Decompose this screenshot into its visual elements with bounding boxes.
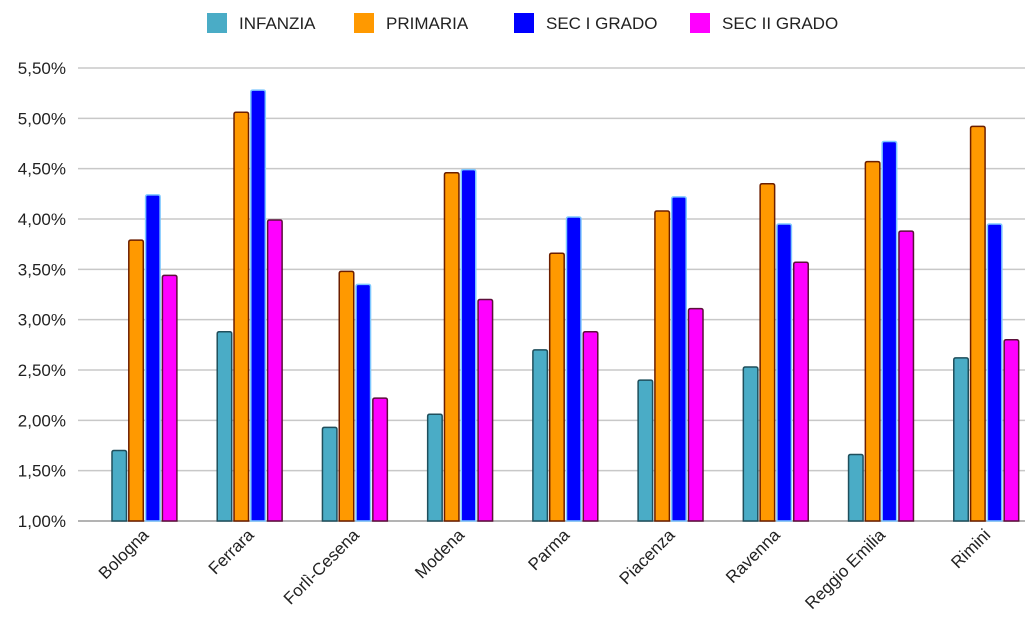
bar-primaria-ferrara	[233, 111, 250, 522]
y-tick-label: 5,00%	[18, 109, 66, 128]
series-primaria	[128, 111, 986, 522]
bar-sec-i-grado-forl-cesena	[355, 283, 372, 522]
bar-sec-ii-grado-piacenza	[687, 307, 704, 522]
bar-infanzia-modena	[426, 413, 443, 522]
bar-primaria-piacenza	[654, 210, 671, 522]
bars	[111, 89, 1020, 522]
bar-sec-i-grado-reggio-emilia	[881, 140, 898, 522]
x-tick-label-rimini: Rimini	[947, 525, 994, 572]
bar-sec-ii-grado-bologna	[161, 274, 178, 522]
x-tick-label-modena: Modena	[411, 525, 468, 582]
bar-sec-i-grado-modena	[460, 168, 477, 522]
y-tick-label: 2,00%	[18, 411, 66, 430]
legend-swatch	[514, 13, 534, 33]
bar-infanzia-piacenza	[637, 379, 654, 522]
x-tick-label-ravenna: Ravenna	[722, 525, 784, 587]
bar-primaria-ravenna	[759, 183, 776, 522]
bar-infanzia-forl-cesena	[321, 426, 338, 522]
bar-infanzia-bologna	[111, 449, 128, 522]
bar-sec-i-grado-parma	[565, 216, 582, 522]
bar-sec-i-grado-ferrara	[250, 89, 267, 522]
x-tick-label-reggio-emilia: Reggio Emilia	[801, 525, 889, 613]
legend-item-infanzia: INFANZIA	[207, 13, 316, 33]
x-tick-label-ferrara: Ferrara	[205, 525, 258, 578]
bar-sec-i-grado-bologna	[144, 194, 161, 522]
series-infanzia	[111, 330, 970, 522]
legend-swatch	[690, 13, 710, 33]
bar-infanzia-rimini	[953, 357, 970, 522]
legend-label: INFANZIA	[239, 14, 316, 33]
x-tick-label-bologna: Bologna	[95, 525, 153, 583]
bar-sec-ii-grado-reggio-emilia	[898, 230, 915, 522]
legend-label: SEC II GRADO	[722, 14, 838, 33]
bar-primaria-modena	[443, 171, 460, 522]
y-tick-label: 4,00%	[18, 210, 66, 229]
bar-primaria-parma	[548, 252, 565, 522]
bar-sec-ii-grado-modena	[477, 298, 494, 522]
legend-swatch	[207, 13, 227, 33]
x-axis-ticks: Bologna Ferrara Forlì-Cesena Modena Parma Pia…	[95, 525, 994, 613]
legend-label: SEC I GRADO	[546, 14, 657, 33]
bar-sec-ii-grado-forl-cesena	[372, 397, 389, 522]
y-axis-ticks: 1,00% 1,50% 2,00% 2,50% 3,00% 3,50% 4,00% 4,50%…	[18, 59, 66, 531]
bar-primaria-bologna	[128, 239, 145, 522]
bar-infanzia-reggio-emilia	[847, 453, 864, 522]
legend-label: PRIMARIA	[386, 14, 469, 33]
x-tick-label-forl-cesena: Forlì-Cesena	[280, 525, 363, 608]
bar-sec-i-grado-piacenza	[670, 196, 687, 522]
bar-sec-ii-grado-parma	[582, 330, 599, 522]
bar-sec-i-grado-ravenna	[776, 223, 793, 522]
bar-sec-i-grado-rimini	[986, 223, 1003, 522]
bar-primaria-rimini	[969, 125, 986, 522]
bar-primaria-forl-cesena	[338, 270, 355, 522]
series-sec-i-grado	[144, 89, 1003, 522]
y-tick-label: 4,50%	[18, 160, 66, 179]
series-sec-ii-grado	[161, 219, 1020, 522]
bar-infanzia-ravenna	[742, 366, 759, 522]
bar-infanzia-ferrara	[216, 330, 233, 522]
bar-primaria-reggio-emilia	[864, 160, 881, 522]
y-tick-label: 5,50%	[18, 59, 66, 78]
y-tick-label: 3,00%	[18, 311, 66, 330]
y-tick-label: 1,00%	[18, 512, 66, 531]
y-tick-label: 2,50%	[18, 361, 66, 380]
legend-swatch	[354, 13, 374, 33]
bar-sec-ii-grado-rimini	[1003, 339, 1020, 522]
legend-item-primaria: PRIMARIA	[354, 13, 469, 33]
y-tick-label: 1,50%	[18, 462, 66, 481]
legend: INFANZIA PRIMARIA SEC I GRADO SEC II GRADO	[207, 13, 838, 33]
y-tick-label: 3,50%	[18, 260, 66, 279]
x-tick-label-parma: Parma	[524, 525, 573, 574]
x-tick-label-piacenza: Piacenza	[616, 525, 679, 588]
bar-infanzia-parma	[532, 349, 549, 522]
bar-sec-ii-grado-ferrara	[266, 219, 283, 522]
legend-item-sec-ii-grado: SEC II GRADO	[690, 13, 838, 33]
legend-item-sec-i-grado: SEC I GRADO	[514, 13, 657, 33]
bar-sec-ii-grado-ravenna	[792, 261, 809, 522]
